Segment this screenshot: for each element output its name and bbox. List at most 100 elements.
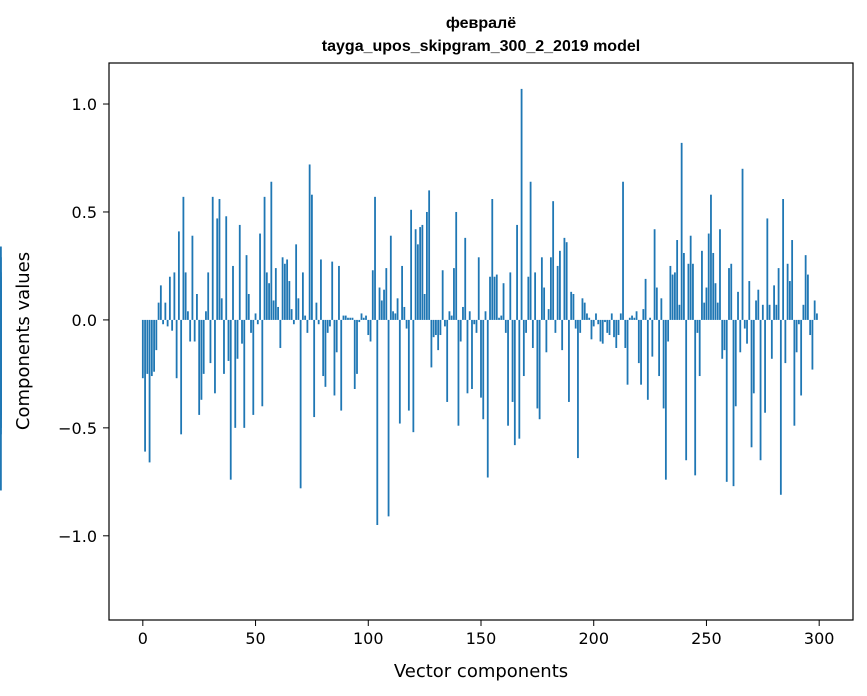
- bar-289: [793, 319, 796, 426]
- bar-73: [306, 319, 309, 333]
- bar-77: [315, 302, 318, 320]
- bar-124: [421, 224, 424, 320]
- bar-291: [797, 319, 800, 325]
- bar-211: [617, 319, 620, 336]
- bar-45: [243, 319, 246, 428]
- bar-251: [707, 233, 710, 320]
- bar-36: [223, 319, 225, 374]
- bar-115: [401, 265, 403, 320]
- bar-248: [701, 250, 703, 320]
- bar-84: [331, 261, 334, 320]
- bar-252: [710, 194, 712, 320]
- bar-21: [189, 319, 192, 342]
- bar-99: [365, 315, 367, 320]
- bar-203: [599, 319, 602, 342]
- bar-58: [272, 300, 275, 320]
- bar-4: [150, 319, 153, 377]
- bar-94: [353, 319, 356, 389]
- bar-222: [642, 309, 645, 320]
- bar-79: [320, 259, 322, 320]
- bar-135: [446, 319, 449, 402]
- bar-223: [644, 278, 647, 320]
- bar-208: [610, 313, 613, 320]
- bar-37: [225, 216, 228, 320]
- bar-8: [159, 285, 162, 320]
- bar-293: [802, 304, 805, 320]
- bar-239: [680, 142, 683, 320]
- bar-284: [782, 199, 785, 320]
- bar-131: [437, 319, 440, 351]
- bar-32: [214, 319, 216, 394]
- bar-114: [398, 319, 401, 424]
- bar-56: [268, 283, 270, 320]
- x-tick-label: 50: [245, 629, 265, 648]
- bar-173: [531, 319, 534, 348]
- bar-299: [816, 313, 818, 320]
- bar-75: [311, 194, 313, 320]
- bar-226: [651, 319, 654, 357]
- bar-205: [604, 319, 606, 323]
- bar-279: [770, 319, 773, 359]
- bar-185: [559, 250, 561, 320]
- bar-54: [263, 196, 266, 320]
- bar-59: [274, 268, 277, 320]
- bar-180: [547, 309, 550, 320]
- bar-80: [322, 319, 325, 377]
- bar-undefined: [0, 291, 2, 320]
- bar-214: [624, 319, 627, 348]
- bar-127: [428, 190, 431, 320]
- bar-35: [220, 298, 223, 320]
- bar-202: [597, 319, 600, 325]
- bar-11: [166, 319, 169, 327]
- bar-259: [725, 319, 728, 482]
- bar-2: [146, 319, 149, 374]
- bar-44: [241, 319, 243, 344]
- bar-172: [529, 181, 532, 320]
- bar-240: [683, 252, 685, 320]
- bar-243: [689, 235, 692, 320]
- bar-0: [141, 319, 144, 379]
- bar-280: [773, 285, 775, 320]
- bar-7: [157, 302, 160, 320]
- bar-139: [455, 211, 458, 320]
- bar-265: [739, 319, 742, 353]
- bar-141: [459, 319, 462, 342]
- bar-250: [705, 287, 708, 320]
- bar-178: [543, 287, 546, 320]
- bar-9: [162, 319, 165, 325]
- y-axis-label: Components values: [13, 252, 34, 430]
- bar-207: [608, 319, 611, 336]
- bar-28: [205, 311, 207, 320]
- bar-113: [396, 298, 399, 320]
- bar-154: [489, 276, 491, 320]
- bar-160: [502, 283, 505, 320]
- bar-213: [622, 181, 624, 320]
- bar-85: [333, 319, 336, 396]
- bar-98: [362, 317, 365, 320]
- bar-31: [211, 196, 214, 320]
- bar-262: [732, 319, 735, 487]
- bar-24: [196, 294, 198, 320]
- bar-26: [200, 319, 203, 400]
- bar-261: [730, 263, 733, 320]
- bar-267: [743, 319, 746, 329]
- bar-15: [175, 319, 178, 379]
- bar-238: [678, 304, 681, 320]
- bar-245: [694, 319, 697, 476]
- x-axis-ticks: 0 50 100 150 200 250 300: [138, 620, 834, 648]
- bar-193: [577, 319, 579, 459]
- bar-197: [586, 313, 588, 320]
- bar-210: [615, 319, 618, 348]
- bar-200: [592, 319, 595, 327]
- bar-184: [556, 265, 559, 320]
- bar-159: [500, 315, 503, 320]
- bar-242: [687, 263, 690, 320]
- bar-286: [786, 263, 789, 320]
- bar-190: [570, 291, 573, 320]
- bar-269: [748, 281, 751, 320]
- bar-162: [507, 319, 509, 426]
- bar-282: [777, 268, 780, 320]
- bar-281: [775, 304, 778, 320]
